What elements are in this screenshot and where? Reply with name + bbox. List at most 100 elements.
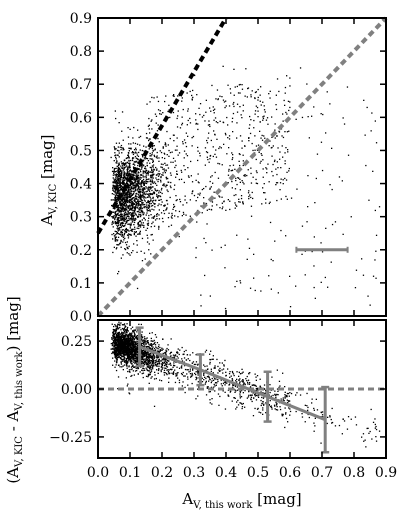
- top-scatter-point: [225, 209, 227, 211]
- bottom-scatter-point: [135, 357, 137, 360]
- top-scatter-point: [289, 106, 291, 109]
- top-scatter-point: [242, 110, 244, 112]
- top-scatter-point: [126, 196, 128, 199]
- top-scatter-point: [276, 199, 278, 202]
- top-scatter-point: [227, 174, 230, 176]
- top-scatter-point: [126, 213, 128, 215]
- top-scatter-point: [117, 198, 119, 200]
- top-scatter-point: [120, 226, 123, 228]
- top-scatter-point: [120, 257, 122, 259]
- top-scatter-point: [275, 184, 277, 186]
- bottom-scatter-point: [238, 371, 240, 373]
- bottom-scatter-point: [210, 368, 212, 370]
- top-scatter-point: [120, 208, 123, 210]
- top-scatter-point: [137, 210, 140, 212]
- top-scatter-point: [140, 224, 142, 226]
- bottom-scatter-point: [239, 381, 241, 383]
- top-scatter-point: [115, 231, 117, 233]
- top-scatter-point: [132, 157, 135, 159]
- top-scatter-point: [277, 167, 279, 169]
- top-scatter-point: [247, 192, 250, 194]
- bottom-scatter-point: [149, 365, 151, 367]
- bottom-scatter-point: [120, 357, 122, 359]
- top-scatter-point: [118, 176, 120, 178]
- top-scatter-point: [125, 201, 127, 203]
- bottom-scatter-point: [251, 400, 253, 403]
- top-scatter-point: [228, 170, 230, 172]
- top-scatter-point: [127, 176, 129, 178]
- top-scatter-point: [148, 117, 150, 120]
- top-scatter-point: [139, 164, 141, 166]
- top-scatter-point: [118, 190, 120, 192]
- top-scatter-point: [121, 170, 123, 172]
- top-scatter-point: [124, 228, 127, 231]
- top-scatter-point: [130, 193, 132, 195]
- top-scatter-point: [152, 192, 154, 194]
- top-scatter-point: [289, 101, 291, 103]
- top-scatter-point: [254, 113, 256, 115]
- top-scatter-point: [158, 199, 160, 201]
- top-scatter-point: [126, 170, 129, 172]
- bottom-scatter-point: [255, 389, 257, 392]
- top-scatter-point: [124, 200, 126, 202]
- bottom-scatter-point: [123, 330, 125, 333]
- top-scatter-point: [150, 167, 153, 169]
- top-scatter-point: [182, 143, 184, 145]
- top-scatter-point: [165, 184, 167, 186]
- bottom-scatter-point: [123, 349, 125, 352]
- top-scatter-point: [130, 196, 132, 198]
- top-scatter-point: [167, 144, 169, 146]
- top-scatter-point: [117, 174, 119, 176]
- bottom-scatter-point: [147, 353, 149, 355]
- top-scatter-point: [129, 170, 131, 172]
- top-scatter-point: [145, 157, 148, 160]
- top-scatter-point: [151, 189, 153, 192]
- bottom-scatter-point: [124, 357, 126, 359]
- bottom-scatter-point: [213, 367, 215, 369]
- bottom-scatter-point: [161, 349, 163, 351]
- bottom-scatter-point: [123, 351, 125, 353]
- bottom-scatter-point: [241, 407, 243, 410]
- bottom-scatter-point: [212, 379, 215, 381]
- bottom-scatter-point: [122, 346, 124, 348]
- top-scatter-point: [118, 221, 120, 223]
- bottom-scatter-point: [145, 351, 148, 354]
- top-scatter-point: [161, 187, 163, 190]
- bottom-scatter-point: [189, 370, 191, 372]
- top-scatter-point: [118, 207, 120, 209]
- bottom-scatter-point: [251, 384, 253, 386]
- top-scatter-point: [157, 137, 159, 140]
- top-scatter-point: [250, 94, 252, 96]
- bottom-scatter-point: [187, 384, 189, 386]
- top-scatter-point: [120, 165, 122, 167]
- top-scatter-point: [137, 164, 139, 167]
- bottom-scatter-point: [145, 359, 147, 361]
- top-scatter-point: [174, 160, 176, 162]
- top-scatter-point: [147, 200, 149, 202]
- bottom-scatter-point: [121, 338, 123, 340]
- top-scatter-point: [142, 182, 144, 185]
- top-scatter-point: [177, 110, 179, 112]
- bottom-scatter-point: [115, 354, 117, 356]
- bottom-scatter-point: [144, 351, 146, 353]
- top-scatter-point: [116, 154, 118, 156]
- top-scatter-point: [163, 168, 165, 170]
- top-scatter-point: [116, 227, 118, 230]
- bottom-scatter-point: [117, 323, 119, 325]
- top-scatter-point: [149, 155, 151, 157]
- bottom-scatter-point: [122, 355, 125, 358]
- bottom-scatter-point: [363, 440, 365, 442]
- top-scatter-point: [127, 188, 130, 191]
- top-scatter-point: [209, 180, 211, 183]
- bottom-scatter-point: [187, 369, 189, 371]
- top-scatter-point: [148, 205, 150, 207]
- top-scatter-point: [138, 208, 140, 210]
- bottom-scatter-point: [311, 402, 313, 404]
- top-scatter-point: [130, 187, 133, 190]
- bottom-scatter-point: [148, 370, 150, 372]
- top-scatter-point: [198, 182, 200, 184]
- top-scatter-point: [128, 167, 130, 169]
- top-scatter-point: [183, 139, 186, 141]
- top-y-tick-label: 0.2: [70, 243, 92, 259]
- bottom-scatter-point: [269, 406, 272, 408]
